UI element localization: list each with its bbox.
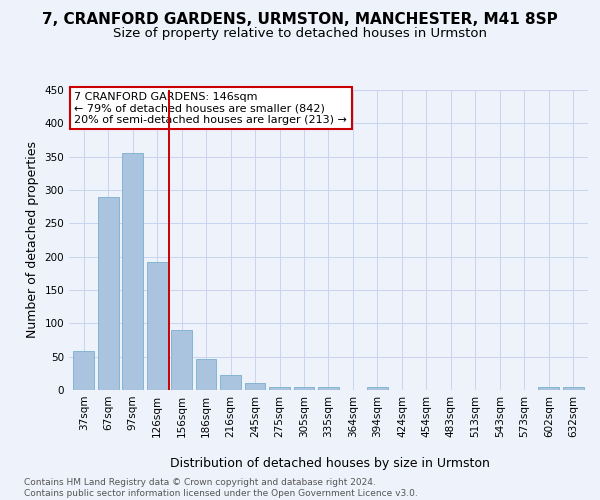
Bar bbox=[98, 196, 119, 390]
Text: Contains HM Land Registry data © Crown copyright and database right 2024.
Contai: Contains HM Land Registry data © Crown c… bbox=[24, 478, 418, 498]
Bar bbox=[538, 386, 559, 390]
Bar bbox=[196, 360, 217, 390]
Bar bbox=[73, 350, 94, 390]
Text: 7, CRANFORD GARDENS, URMSTON, MANCHESTER, M41 8SP: 7, CRANFORD GARDENS, URMSTON, MANCHESTER… bbox=[42, 12, 558, 28]
Bar bbox=[563, 386, 584, 390]
Bar bbox=[367, 386, 388, 390]
Text: Size of property relative to detached houses in Urmston: Size of property relative to detached ho… bbox=[113, 28, 487, 40]
Bar bbox=[220, 376, 241, 390]
Bar bbox=[171, 330, 192, 390]
Bar bbox=[245, 384, 265, 390]
Bar bbox=[122, 154, 143, 390]
Bar bbox=[269, 386, 290, 390]
Bar bbox=[147, 262, 167, 390]
Y-axis label: Number of detached properties: Number of detached properties bbox=[26, 142, 39, 338]
Text: 7 CRANFORD GARDENS: 146sqm
← 79% of detached houses are smaller (842)
20% of sem: 7 CRANFORD GARDENS: 146sqm ← 79% of deta… bbox=[74, 92, 347, 124]
Text: Distribution of detached houses by size in Urmston: Distribution of detached houses by size … bbox=[170, 458, 490, 470]
Bar bbox=[318, 386, 339, 390]
Bar bbox=[293, 386, 314, 390]
